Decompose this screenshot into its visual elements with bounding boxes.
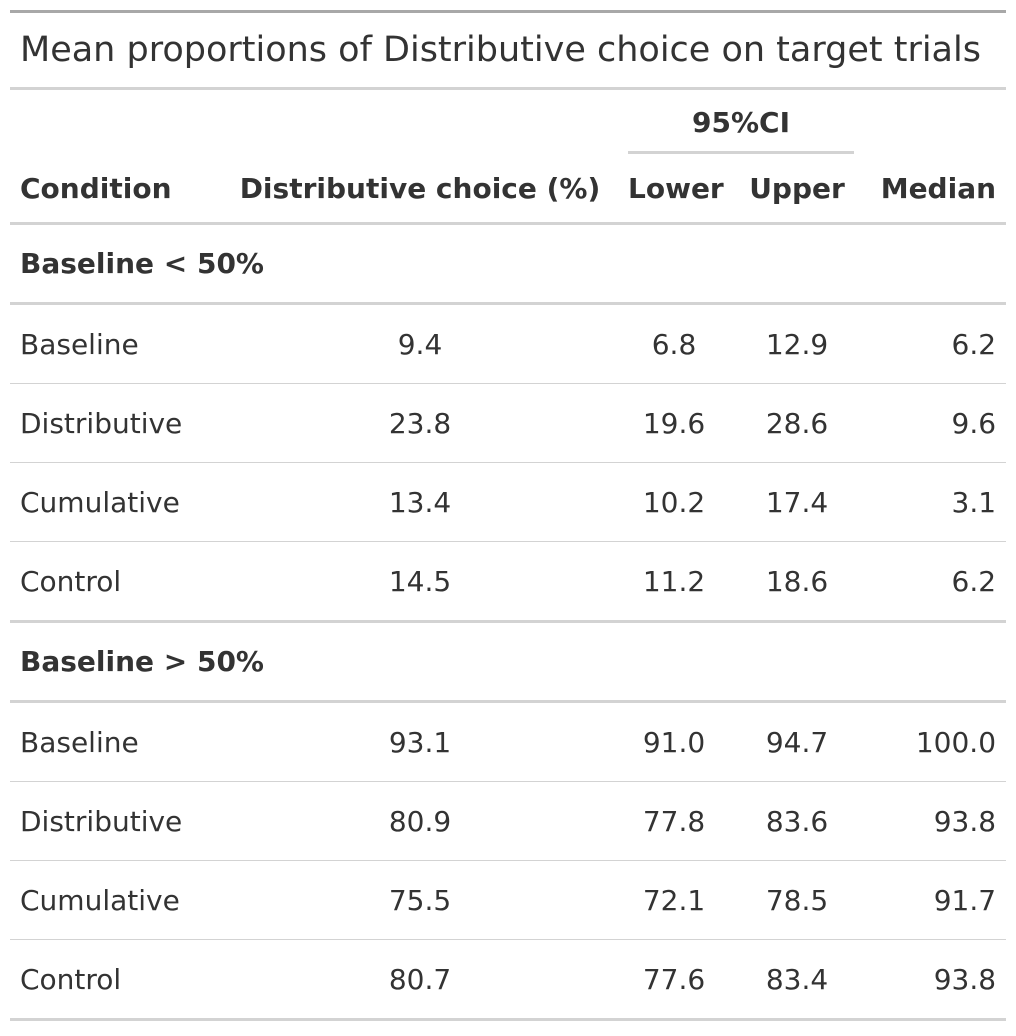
table-row: Distributive 23.8 19.6 28.6 9.6	[10, 383, 1007, 463]
cell-choice: 23.8	[222, 383, 618, 463]
table-row: Baseline 9.4 6.8 12.9 6.2	[10, 303, 1007, 384]
cell-upper: 78.5	[730, 860, 864, 940]
cell-upper: 18.6	[730, 541, 864, 623]
cell-choice: 93.1	[222, 701, 618, 782]
cell-condition: Cumulative	[10, 462, 222, 542]
cell-lower: 19.6	[618, 383, 730, 463]
table-row: Cumulative 75.5 72.1 78.5 91.7	[10, 860, 1007, 940]
table-title: Mean proportions of Distributive choice …	[10, 11, 1007, 90]
cell-upper: 94.7	[730, 701, 864, 782]
cell-choice: 14.5	[222, 541, 618, 623]
results-table-container: Mean proportions of Distributive choice …	[10, 10, 1007, 1021]
column-header-median: Median	[864, 154, 1007, 225]
table-row: Control 80.7 77.6 83.4 93.8	[10, 940, 1006, 1020]
table-row: Control 14.5 11.2 18.6 6.2	[10, 541, 1007, 623]
cell-lower: 11.2	[618, 541, 730, 623]
cell-upper: 83.4	[765, 962, 829, 996]
group-row: Baseline < 50%	[10, 223, 1007, 305]
cell-median: 3.1	[864, 462, 1007, 542]
cell-median: 91.7	[864, 860, 1007, 940]
cell-lower: 6.8	[618, 303, 730, 384]
cell-choice: 13.4	[222, 462, 618, 542]
cell-lower: 91.0	[618, 701, 730, 782]
column-header-distributive-choice: Distributive choice (%)	[222, 154, 618, 225]
cell-choice: 80.7	[388, 962, 452, 996]
cell-median: 6.2	[864, 541, 1007, 623]
cell-choice: 80.9	[222, 781, 618, 861]
column-header-condition: Condition	[10, 154, 222, 225]
cell-upper: 12.9	[730, 303, 864, 384]
cell-upper: 83.6	[730, 781, 864, 861]
group-label: Baseline < 50%	[10, 223, 1007, 305]
column-header-lower: Lower	[618, 154, 730, 225]
cell-condition: Distributive	[10, 383, 222, 463]
group-label: Baseline > 50%	[10, 621, 1007, 703]
results-table: Mean proportions of Distributive choice …	[10, 10, 1007, 1021]
cell-median: 6.2	[864, 303, 1007, 384]
table-row: Cumulative 13.4 10.2 17.4 3.1	[10, 462, 1007, 542]
cell-median: 100.0	[864, 701, 1007, 782]
cell-lower: 10.2	[618, 462, 730, 542]
ci-spanner: 95%CI	[618, 89, 864, 154]
cell-condition: Control	[20, 962, 122, 996]
cell-choice: 9.4	[222, 303, 618, 384]
cell-condition: Distributive	[10, 781, 222, 861]
cell-condition: Baseline	[10, 303, 222, 384]
column-header-upper: Upper	[730, 154, 864, 225]
cell-median: 9.6	[864, 383, 1007, 463]
cell-condition: Baseline	[10, 701, 222, 782]
cell-upper: 17.4	[730, 462, 864, 542]
cell-median: 93.8	[864, 781, 1007, 861]
cell-median: 93.8	[933, 962, 997, 996]
group-row: Baseline > 50%	[10, 621, 1007, 703]
cell-lower: 77.6	[642, 962, 706, 996]
cell-upper: 28.6	[730, 383, 864, 463]
cell-lower: 72.1	[618, 860, 730, 940]
cell-lower: 77.8	[618, 781, 730, 861]
cell-condition: Cumulative	[10, 860, 222, 940]
table-row: Baseline 93.1 91.0 94.7 100.0	[10, 701, 1007, 782]
ci-spanner-label: 95%CI	[628, 106, 854, 154]
table-row: Distributive 80.9 77.8 83.6 93.8	[10, 781, 1007, 861]
cell-choice: 75.5	[222, 860, 618, 940]
cell-condition: Control	[10, 541, 222, 623]
